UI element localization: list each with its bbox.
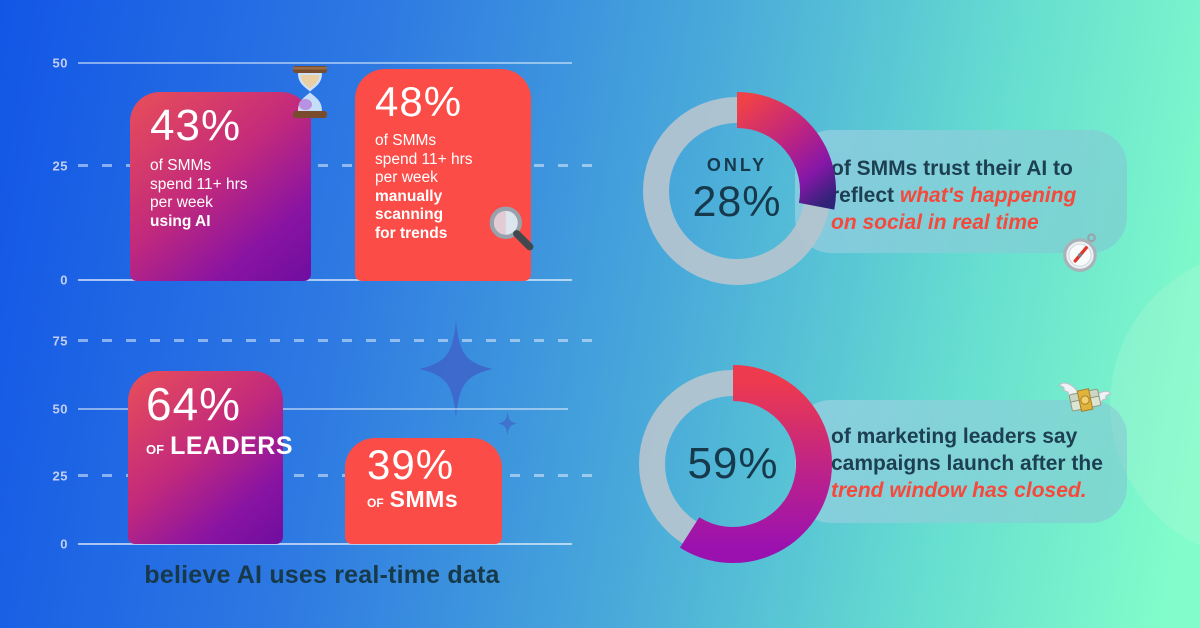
card-text-accent: on social in real time bbox=[831, 211, 1039, 234]
bar-smms-using-ai: 43% of SMMs spend 11+ hrs per week using… bbox=[130, 92, 311, 281]
compass-icon bbox=[1063, 233, 1097, 272]
card-line: reflect what's happening bbox=[831, 182, 1127, 209]
gridline-25 bbox=[78, 164, 596, 167]
gridline-75 bbox=[78, 339, 596, 342]
bar-value: 64% bbox=[146, 378, 242, 430]
bar-value: 39% bbox=[367, 441, 455, 488]
magnifying-glass-icon bbox=[489, 206, 534, 251]
card-line: of marketing leaders say bbox=[831, 423, 1127, 450]
sparkle-small-icon bbox=[498, 411, 517, 436]
card-line: of SMMs trust their AI to bbox=[831, 155, 1127, 182]
card-text: of SMMs trust their AI to reflect what's… bbox=[795, 130, 1127, 236]
card-text-dark: reflect bbox=[831, 184, 895, 207]
bar-smms-manual-scanning: 48% of SMMs spend 11+ hrs per week manua… bbox=[355, 69, 531, 281]
bar-label: of SMMs spend 11+ hrs per week bbox=[150, 157, 248, 212]
bar-group-label: SMMs bbox=[389, 486, 459, 513]
bar-label-bold: manually scanning for trends bbox=[375, 187, 448, 242]
bar-of: OF bbox=[367, 496, 384, 511]
hourglass-icon bbox=[293, 66, 327, 118]
card-launch-statement: of marketing leaders say campaigns launc… bbox=[795, 400, 1127, 523]
y-tick-0: 0 bbox=[60, 272, 68, 288]
y-tick-25: 25 bbox=[52, 468, 68, 484]
bar-leaders: 64% OF LEADERS bbox=[128, 371, 293, 544]
donut-chart-trust: ONLY 28% bbox=[636, 90, 838, 292]
donut-center-label: ONLY 28% bbox=[636, 90, 838, 292]
donut-arc-28pct bbox=[736, 92, 837, 210]
bar-of: OF bbox=[146, 441, 165, 457]
card-line: trend window has closed. bbox=[831, 477, 1127, 504]
donut-ring bbox=[643, 92, 837, 285]
sparkle-icon bbox=[419, 320, 493, 418]
card-text-accent: trend window has closed. bbox=[831, 479, 1087, 502]
card-trust-statement: of SMMs trust their AI to reflect what's… bbox=[795, 130, 1127, 253]
gridline-25 bbox=[78, 474, 596, 477]
card-text-dark: of SMMs trust their AI to bbox=[831, 157, 1073, 180]
donut-value: 59% bbox=[687, 439, 779, 488]
y-tick-50: 50 bbox=[52, 401, 68, 417]
donut-prefix: ONLY bbox=[706, 155, 768, 175]
bar-label: of SMMs spend 11+ hrs per week bbox=[375, 132, 473, 187]
chart-caption: believe AI uses real-time data bbox=[144, 561, 500, 589]
card-text-accent: what's happening bbox=[899, 184, 1077, 207]
donut-value: 28% bbox=[692, 178, 782, 226]
y-tick-25: 25 bbox=[52, 158, 68, 174]
card-line: campaigns launch after the bbox=[831, 450, 1127, 477]
gridline-0 bbox=[78, 279, 572, 281]
gridline-50 bbox=[78, 62, 572, 64]
bar-label-bold: using AI bbox=[150, 212, 211, 230]
y-tick-50: 50 bbox=[52, 55, 68, 71]
donut-chart-launch: 59% bbox=[632, 363, 834, 565]
card-text-dark: of marketing leaders say bbox=[831, 425, 1078, 448]
donut-ring bbox=[639, 365, 832, 563]
gridline-50 bbox=[78, 408, 568, 410]
bar-value: 48% bbox=[375, 78, 463, 125]
gridline-0 bbox=[78, 543, 572, 545]
donut-center-label: 59% bbox=[632, 363, 834, 565]
donut-arc-59pct bbox=[679, 365, 832, 563]
bar-value: 43% bbox=[150, 101, 242, 150]
card-text-dark: campaigns launch after the bbox=[831, 452, 1103, 475]
money-with-wings-icon bbox=[1058, 382, 1112, 413]
bar-group-label: LEADERS bbox=[170, 431, 294, 460]
card-line: on social in real time bbox=[831, 209, 1127, 236]
card-text: of marketing leaders say campaigns launc… bbox=[795, 400, 1127, 504]
bar-smms: 39% OF SMMs bbox=[345, 438, 502, 544]
y-tick-0: 0 bbox=[60, 536, 68, 552]
y-tick-75: 75 bbox=[52, 333, 68, 349]
